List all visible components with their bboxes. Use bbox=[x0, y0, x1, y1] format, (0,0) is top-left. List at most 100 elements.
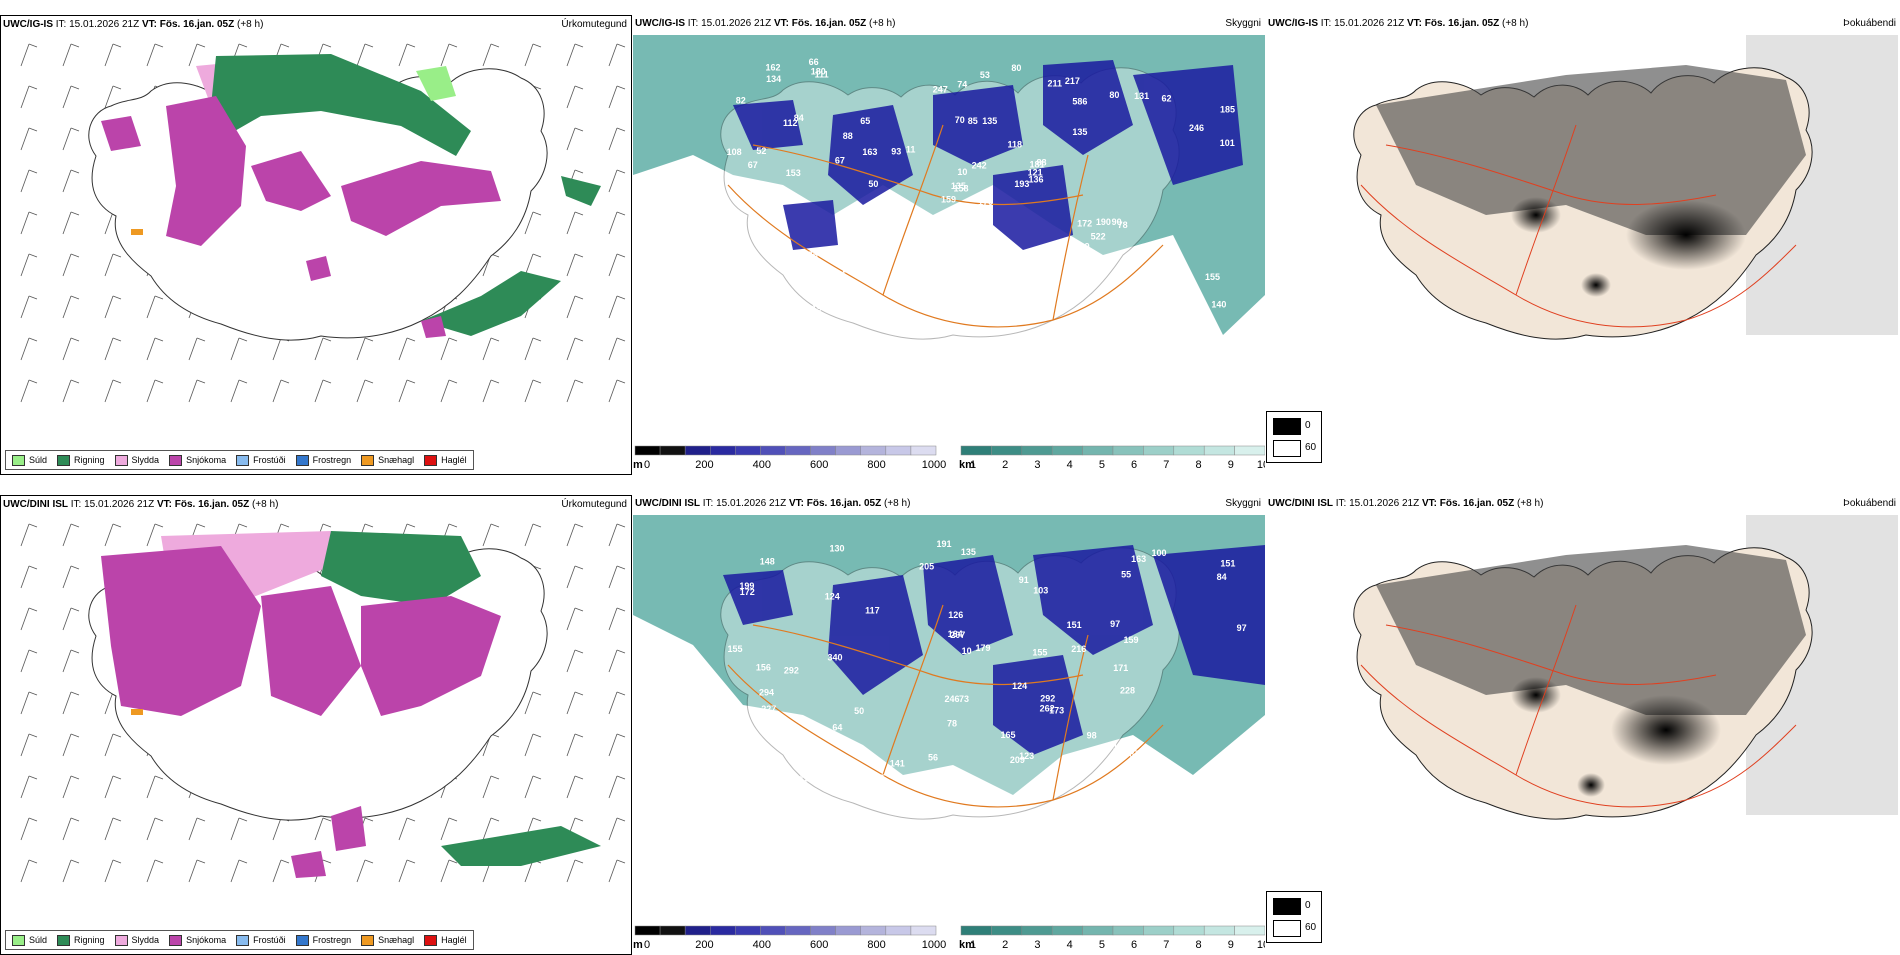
colorbar-tick: 400 bbox=[753, 459, 771, 471]
wind-barb bbox=[272, 337, 282, 361]
wind-barb bbox=[482, 817, 492, 841]
visibility-map: 155 135 97 151 199 436 292 103 126 100 179 228 191 17… bbox=[633, 515, 1265, 935]
wind-barb-flag bbox=[112, 859, 122, 864]
wind-barb-flag bbox=[364, 817, 374, 822]
wind-barb-flag bbox=[574, 817, 584, 822]
wind-barb bbox=[146, 43, 156, 67]
visibility-value: 112 bbox=[783, 118, 798, 128]
wind-barb bbox=[566, 565, 576, 589]
wind-barb bbox=[272, 859, 282, 883]
colorbar-swatch bbox=[1021, 925, 1053, 936]
visibility-value: 50 bbox=[854, 706, 864, 716]
wind-barb bbox=[20, 817, 30, 841]
wind-barb bbox=[440, 379, 450, 403]
wind-barb bbox=[398, 43, 408, 67]
legend-label: Snæhagl bbox=[378, 935, 415, 945]
visibility-value: 96 bbox=[1169, 299, 1179, 309]
wind-barb-flag bbox=[154, 817, 164, 822]
wind-barb bbox=[20, 691, 30, 715]
wind-barb-flag bbox=[238, 379, 248, 384]
wind-barb-flag bbox=[154, 379, 164, 384]
wind-barb bbox=[62, 43, 72, 67]
visibility-value: 246 bbox=[944, 694, 959, 704]
visibility-value: 121 bbox=[1028, 167, 1043, 177]
wind-barb bbox=[20, 379, 30, 403]
wind-barb bbox=[188, 859, 198, 883]
legend-swatch bbox=[424, 934, 438, 946]
visibility-value: 98 bbox=[1087, 731, 1097, 741]
visibility-value: 78 bbox=[947, 718, 957, 728]
visibility-value: 165 bbox=[1001, 730, 1016, 740]
visibility-value: 10 bbox=[962, 646, 972, 656]
colorbar-swatch bbox=[1234, 445, 1265, 456]
visibility-value: 162 bbox=[766, 62, 781, 72]
wind-barb-flag bbox=[28, 379, 38, 384]
fog-panel-row1: UWC/IG-IS IT: 15.01.2026 21Z VT: Fös. 16… bbox=[1266, 15, 1900, 475]
precip-type-panel-row2: UWC/DINI ISL IT: 15.01.2026 21Z VT: Fös.… bbox=[0, 495, 632, 955]
fog-panel-row2: UWC/DINI ISL IT: 15.01.2026 21Z VT: Fös.… bbox=[1266, 495, 1900, 955]
visibility-value: 172 bbox=[1077, 219, 1092, 229]
wind-barb-flag bbox=[364, 523, 374, 528]
wind-barb-flag bbox=[616, 649, 626, 654]
wind-barb bbox=[20, 565, 30, 589]
visibility-value: 103 bbox=[1033, 585, 1048, 595]
visibility-value: 268 bbox=[788, 255, 803, 265]
visibility-value: 87 bbox=[1129, 749, 1139, 759]
vis-numbers: 155 135 97 151 199 436 292 103 126 100 179 228 191 17… bbox=[726, 539, 1252, 796]
colorbar-tick: 2 bbox=[1002, 459, 1008, 471]
legend-item: Rigning bbox=[57, 454, 105, 466]
wind-barb bbox=[62, 691, 72, 715]
wind-barb bbox=[20, 295, 30, 319]
visibility-value: 262 bbox=[1040, 703, 1055, 713]
panel-header: UWC/DINI ISL IT: 15.01.2026 21Z VT: Fös.… bbox=[3, 499, 279, 510]
colorbar-swatch bbox=[710, 925, 736, 936]
wind-barb bbox=[608, 295, 618, 319]
wind-barb bbox=[524, 523, 534, 547]
wind-barb bbox=[62, 523, 72, 547]
wind-barb-flag bbox=[70, 43, 80, 48]
colorbar-swatch bbox=[835, 445, 862, 456]
wind-barb bbox=[608, 817, 618, 841]
wind-barb-flag bbox=[322, 43, 332, 48]
wind-barb bbox=[188, 379, 198, 403]
visibility-value: 85 bbox=[862, 296, 872, 306]
wind-barb-flag bbox=[616, 607, 626, 612]
wind-barb-flag bbox=[448, 337, 458, 342]
wind-barb bbox=[20, 211, 30, 235]
panel-header: UWC/IG-IS IT: 15.01.2026 21Z VT: Fös. 16… bbox=[3, 19, 264, 30]
visibility-value: 134 bbox=[766, 74, 781, 84]
vis-low-area bbox=[723, 545, 1265, 755]
wind-barb-flag bbox=[112, 43, 122, 48]
colorbar-tick: 9 bbox=[1228, 939, 1234, 951]
wind-barb-flag bbox=[70, 523, 80, 528]
wind-barb-flag bbox=[112, 775, 122, 780]
wind-barb-flag bbox=[238, 859, 248, 864]
panel-title: Þokuábendi bbox=[1843, 18, 1896, 29]
wind-barb-flag bbox=[28, 565, 38, 570]
wind-barb bbox=[524, 859, 534, 883]
wind-barb bbox=[566, 733, 576, 757]
wind-barb-flag bbox=[154, 859, 164, 864]
visibility-value: 176 bbox=[803, 250, 818, 260]
visibility-value: 66 bbox=[809, 57, 819, 67]
visibility-value: 54 bbox=[726, 741, 736, 751]
wind-barb bbox=[62, 127, 72, 151]
wind-barb-flag bbox=[406, 337, 416, 342]
visibility-value: 171 bbox=[1113, 663, 1128, 673]
visibility-value: 228 bbox=[1120, 685, 1135, 695]
wind-barb bbox=[440, 337, 450, 361]
colorbar-tick: 8 bbox=[1195, 939, 1201, 951]
wind-barb-flag bbox=[616, 169, 626, 174]
wind-barb-flag bbox=[364, 859, 374, 864]
wind-barb bbox=[104, 691, 114, 715]
wind-barb-flag bbox=[154, 775, 164, 780]
wind-barb-flag bbox=[196, 337, 206, 342]
wind-barb-flag bbox=[28, 295, 38, 300]
visibility-value: 211 bbox=[1047, 79, 1062, 89]
colorbar-tick: 10 bbox=[1257, 459, 1265, 471]
legend-swatch bbox=[57, 934, 71, 946]
colorbar-tick: 800 bbox=[867, 939, 885, 951]
wind-barb-flag bbox=[28, 775, 38, 780]
wind-barb-flag bbox=[70, 649, 80, 654]
visibility-value: 134 bbox=[1002, 265, 1017, 275]
